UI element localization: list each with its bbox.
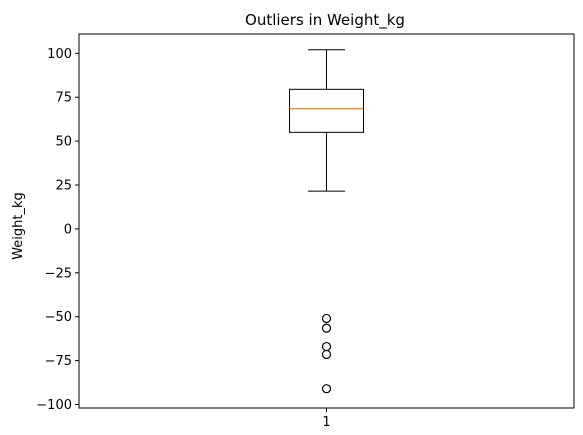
outlier-point [321,313,332,324]
y-tick-label: 0 [64,222,72,237]
y-tick-label: −75 [45,354,72,369]
x-tick-label: 1 [322,415,330,430]
outlier-point [321,384,332,394]
outlier-point [321,341,332,352]
outlier-point [321,349,332,360]
y-tick-label: 75 [55,91,72,106]
iqr-box [289,88,364,133]
plot-area: 100 75 50 25 0 −25 −50 −75 −100 1 [36,33,575,430]
y-axis-label: Weight_kg [11,192,26,260]
chart-title: Outliers in Weight_kg [245,11,405,30]
y-tick-label: −25 [45,266,72,281]
outlier-point [321,323,332,333]
axes-frame [78,33,575,409]
y-tick-label: −100 [36,398,72,413]
y-tick-label: 25 [55,179,72,194]
y-tick-label: −50 [45,310,72,325]
y-tick-label: 50 [55,135,72,150]
y-tick-label: 100 [47,47,72,62]
